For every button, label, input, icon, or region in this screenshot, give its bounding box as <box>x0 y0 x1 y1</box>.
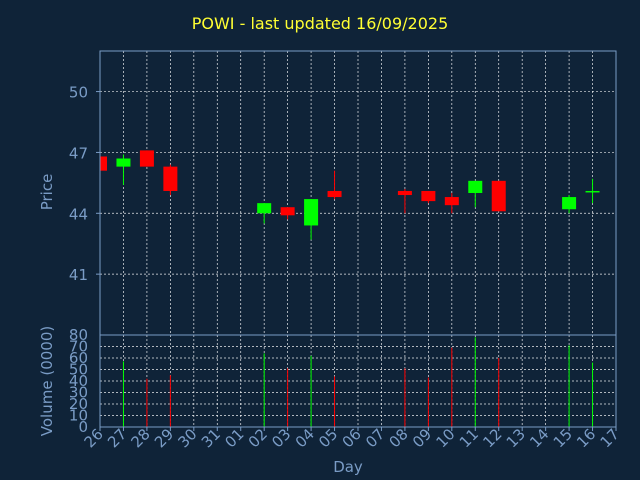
x-tick-label: 30 <box>174 425 200 451</box>
x-tick-label: 08 <box>386 425 412 451</box>
x-tick-label: 27 <box>104 425 130 451</box>
candle-body <box>468 180 483 193</box>
volume-tick-label: 40 <box>69 372 88 390</box>
x-tick-label: 07 <box>362 425 388 451</box>
chart-title: POWI - last updated 16/09/2025 <box>191 14 449 33</box>
price-tick-label: 44 <box>69 205 88 223</box>
price-tick-label: 50 <box>69 84 88 102</box>
volume-tick-label: 0 <box>78 418 88 436</box>
volume-tick-label: 80 <box>69 326 88 344</box>
price-axis-label: Price <box>38 174 56 211</box>
price-tick-label: 47 <box>69 144 88 162</box>
x-tick-label: 04 <box>292 425 318 451</box>
candle-body <box>444 197 459 206</box>
candle-body <box>491 180 506 212</box>
x-tick-label: 13 <box>503 425 529 451</box>
candle-body <box>257 203 272 214</box>
x-tick-label: 02 <box>245 425 271 451</box>
x-tick-label: 09 <box>409 425 435 451</box>
volume-tick-label: 50 <box>69 361 88 379</box>
x-tick-label: 11 <box>456 425 482 451</box>
x-tick-label: 05 <box>315 425 341 451</box>
volume-tick-label: 10 <box>69 407 88 425</box>
x-axis-label: Day <box>333 458 363 476</box>
price-panel: 41 44 47 50 <box>69 50 617 336</box>
x-tick-label: 10 <box>432 425 458 451</box>
x-tick-label: 31 <box>198 425 224 451</box>
x-tick-label: 16 <box>573 425 599 451</box>
x-tick-label: 28 <box>128 425 154 451</box>
candle-body <box>116 158 131 167</box>
candle-body <box>397 190 412 196</box>
volume-tick-label: 70 <box>69 338 88 356</box>
x-tick-label: 12 <box>479 425 505 451</box>
x-tick-label: 15 <box>550 425 576 451</box>
candle-body <box>139 150 154 167</box>
candle-body <box>562 197 577 210</box>
x-tick-label: 17 <box>597 425 623 451</box>
volume-axis-label: Volume (0000) <box>38 326 56 436</box>
x-tick-label: 29 <box>151 425 177 451</box>
candle-body <box>421 190 436 202</box>
candle-body <box>163 166 178 191</box>
x-tick-label: 01 <box>221 425 247 451</box>
volume-tick-label: 20 <box>69 395 88 413</box>
volume-tick-label: 30 <box>69 384 88 402</box>
candle-body <box>304 199 319 226</box>
price-tick-label: 41 <box>69 266 88 284</box>
x-axis: 2627282930310102030405060708091011121314… <box>81 425 623 451</box>
candle-body <box>100 156 107 171</box>
x-tick-label: 14 <box>526 425 552 451</box>
volume-tick-label: 60 <box>69 349 88 367</box>
candle-body <box>327 190 342 198</box>
candle-body <box>585 190 600 193</box>
x-tick-label: 06 <box>339 425 365 451</box>
candle-body <box>280 207 295 216</box>
x-tick-label: 03 <box>268 425 294 451</box>
